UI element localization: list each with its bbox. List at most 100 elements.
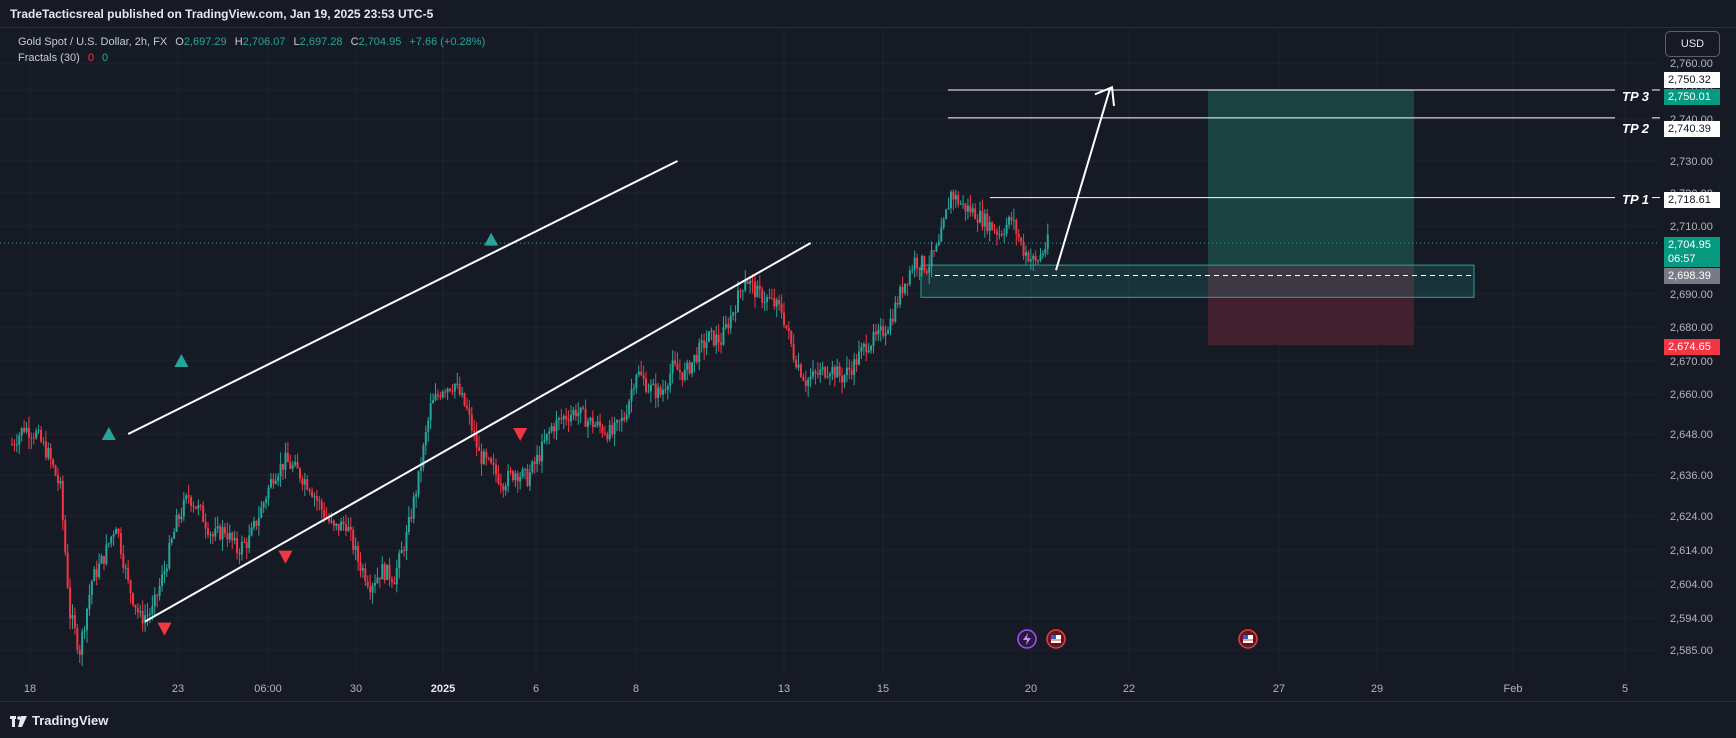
candle-body [596,421,599,425]
candle-body [526,468,529,486]
close-value: 2,704.95 [358,36,402,48]
candle-body [935,245,938,252]
candle-body [482,451,485,465]
candle-body [369,586,372,593]
candle-body [296,461,299,469]
candle-body [845,367,848,376]
symbol-label[interactable]: Gold Spot / U.S. Dollar, 2h, FX [18,36,168,48]
candle-body [971,208,974,213]
tradingview-logo-icon [10,715,27,727]
candle-body [1012,220,1015,222]
candle-body [340,521,343,531]
candle-body [582,407,585,409]
candle-body [354,545,357,550]
candle-body [417,470,420,495]
candle-body [683,369,686,380]
candle-body [843,375,846,383]
y-tick-label: 2,680.00 [1670,322,1713,334]
candle-body [44,441,47,458]
candle-body [390,579,393,583]
chart-area[interactable]: 18 23 06:00 30 2025 6 8 13 15 20 22 27 29 Feb 5 2,760.0… [0,27,1736,701]
candle-body [930,250,933,267]
price-chart[interactable]: 18 23 06:00 30 2025 6 8 13 15 20 22 27 29 Feb 5 2,760.0… [0,27,1736,701]
candle-body [291,465,294,469]
candle-body [226,533,229,540]
candle-body [920,256,923,270]
candle-body [1024,252,1027,256]
candle-body [911,269,914,271]
candle-body [432,400,435,404]
candle-body [632,388,635,390]
x-tick-label: 29 [1371,683,1383,695]
candle-body [151,606,154,614]
candle-body [700,340,703,343]
candle-body [521,469,524,477]
candle-body [403,549,406,551]
candle-body [896,302,899,305]
x-tick-label: Feb [1504,683,1523,695]
lightning-icon [1023,633,1031,645]
candle-body [925,270,928,273]
candle-body [269,479,272,488]
candle-body [603,433,606,435]
candle-body [361,568,364,571]
candle-body [219,526,222,540]
candle-body [908,270,911,285]
candle-body [439,395,442,398]
candle-body [536,454,539,464]
tradingview-brand[interactable]: TradingView [10,713,108,728]
candle-body [1039,254,1042,261]
candle-body [456,383,459,385]
candle-body [393,582,396,585]
candle-body [850,369,853,375]
candle-body [589,417,592,422]
candle-body [833,366,836,378]
x-tick-label: 6 [533,683,539,695]
candle-body [32,437,35,439]
candle-body [611,424,614,435]
candle-body [161,574,164,586]
close-label: C [350,36,359,48]
candle-body [451,390,454,392]
candle-body [671,360,674,374]
candle-body [758,285,761,290]
candle-body [613,422,616,435]
candle-body [720,342,723,345]
currency-button[interactable]: USD [1665,31,1720,57]
y-tick-label: 2,670.00 [1670,356,1713,368]
candle-body [528,472,531,486]
candle-body [49,447,52,460]
candle-body [574,409,577,417]
candle-body [640,371,643,376]
candle-body [110,536,113,544]
candle-body [303,479,306,485]
candle-body [475,432,478,448]
candle-body [717,334,720,343]
candle-body [81,631,84,655]
candle-body [311,491,314,497]
high-value: 2,706.07 [242,36,286,48]
candle-body [216,526,219,529]
candle-body [487,457,490,459]
y-tick-label: 2,636.00 [1670,470,1713,482]
candle-body [809,376,812,380]
candle-body [64,520,67,553]
legend-indicator-row: Fractals (30) 0 0 [18,50,485,66]
candle-body [618,420,621,422]
x-tick-label: 20 [1025,683,1037,695]
candle-body [591,417,594,427]
candle-body [838,366,841,376]
entry-zone-box [920,264,1475,298]
candle-body [306,479,309,490]
candle-body [294,461,297,466]
candle-body [1027,252,1030,262]
candle-body [71,615,74,619]
indicator-label[interactable]: Fractals (30) [18,52,80,64]
candle-body [949,191,952,209]
candle-body [265,498,268,503]
candle-body [625,414,628,420]
candle-body [998,234,1001,236]
candle-body [441,391,444,398]
candle-body [23,428,26,432]
candle-body [158,585,161,596]
